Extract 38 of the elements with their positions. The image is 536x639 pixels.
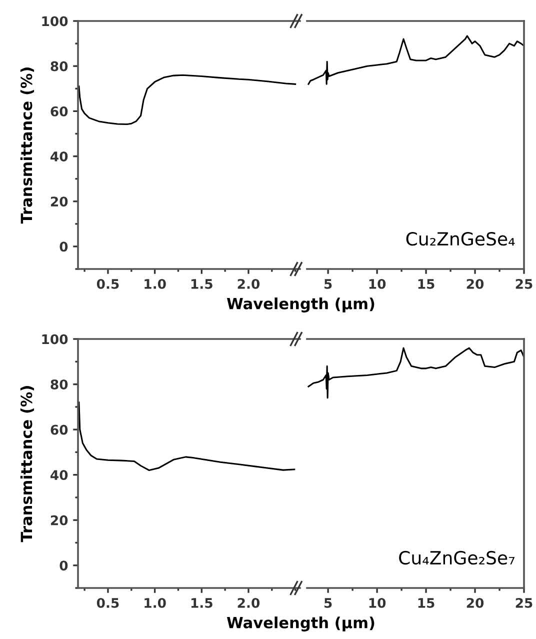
x-axis-title: Wavelength (µm) (226, 616, 374, 632)
y-tick-label: 0 (60, 560, 68, 571)
x-tick-label: 1.5 (191, 598, 212, 608)
x-tick-label: 20 (466, 598, 484, 608)
y-tick-label: 0 (60, 242, 68, 252)
x-tick-label: 5 (324, 598, 332, 608)
x-tick-label: 1.0 (144, 598, 166, 608)
annotation: Cu₂ZnGeSe₄ (406, 232, 515, 246)
line-series (78, 402, 296, 472)
x-tick-label: 15 (418, 279, 434, 289)
y-tick-label: 80 (50, 379, 68, 390)
y-tick-label: 40 (50, 151, 68, 162)
x-tick-label: 25 (516, 598, 532, 608)
x-axis-title: Wavelength (µm) (226, 298, 374, 312)
annotation: Cu₄ZnGe₂Se₇ (399, 550, 514, 565)
x-tick-label: 2.0 (238, 278, 260, 289)
x-tick-label: 5 (324, 279, 332, 289)
x-tick-label: 0.5 (96, 598, 119, 608)
y-tick-label: 20 (50, 196, 68, 207)
x-tick-label: 10 (369, 598, 386, 608)
y-tick-label: 60 (50, 106, 68, 116)
y-axis-title: Transmittance (%) (20, 386, 34, 542)
y-tick-label: 40 (50, 470, 68, 480)
y-tick-label: 100 (42, 334, 68, 344)
y-tick-label: 60 (50, 424, 68, 435)
x-tick-label: 0.5 (96, 278, 119, 289)
line-series (78, 74, 296, 126)
x-tick-label: 15 (418, 598, 434, 608)
x-tick-label: 2.0 (238, 598, 260, 608)
x-tick-label: 25 (516, 278, 532, 289)
y-axis-title: Transmittance (%) (20, 68, 34, 224)
x-tick-label: 1.5 (191, 279, 212, 289)
y-tick-label: 80 (50, 61, 68, 72)
x-tick-label: 1.0 (144, 278, 166, 289)
y-tick-label: 100 (42, 16, 68, 26)
x-tick-label: 10 (369, 278, 386, 289)
x-tick-label: 20 (466, 278, 484, 289)
y-tick-label: 20 (50, 515, 68, 526)
